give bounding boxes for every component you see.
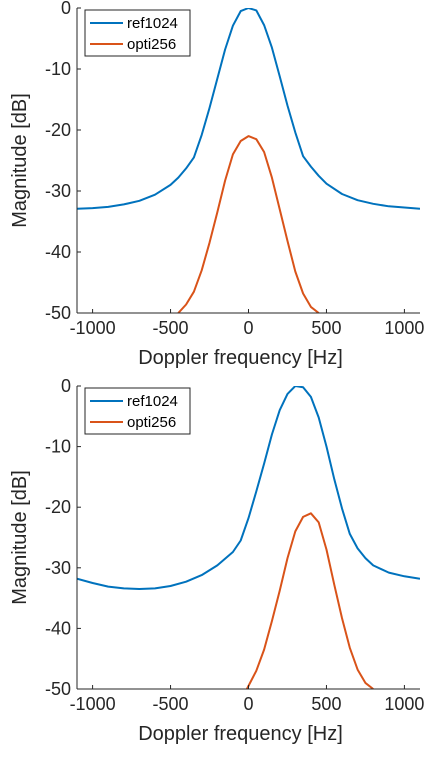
plot-area — [77, 8, 420, 313]
series-line-ref1024 — [77, 8, 420, 210]
x-axis-label: Doppler frequency [Hz] — [138, 347, 343, 369]
x-tick-label: 0 — [243, 694, 253, 714]
series-line-ref1024 — [77, 386, 420, 590]
y-tick-label: -50 — [45, 303, 71, 323]
y-tick-label: -30 — [45, 181, 71, 201]
y-axis-label: Magnitude [dB] — [9, 93, 31, 228]
y-tick-label: -20 — [45, 120, 71, 140]
series-line-opti256 — [246, 512, 374, 689]
x-tick-label: 500 — [311, 318, 341, 338]
y-tick-label: -10 — [45, 437, 71, 457]
top-plot-panel: -1000 -500 0 500 1000 -50 -40 -30 -20 -10 0 Doppler… — [9, 0, 424, 369]
bottom-plot-panel: -1000 -500 0 500 1000 -50 -40 -30 -20 -10 0 Doppler… — [9, 376, 424, 745]
legend-entry: opti256 — [127, 414, 176, 431]
legend-entry: ref1024 — [127, 15, 178, 32]
legend-entry: ref1024 — [127, 393, 178, 410]
y-tick-label: -40 — [45, 242, 71, 262]
x-tick-label: 1000 — [384, 318, 424, 338]
x-tick-label: -1000 — [70, 694, 116, 714]
y-tick-label: 0 — [61, 0, 71, 18]
x-tick-label: -500 — [153, 694, 189, 714]
x-tick-label: 0 — [243, 318, 253, 338]
y-tick-label: -10 — [45, 59, 71, 79]
x-axis-label: Doppler frequency [Hz] — [138, 723, 343, 745]
x-tick-label: 1000 — [384, 694, 424, 714]
y-axis-label: Magnitude [dB] — [9, 470, 31, 605]
series-line-opti256 — [177, 135, 320, 313]
legend-box — [84, 9, 191, 57]
x-tick-label: -1000 — [70, 318, 116, 338]
y-tick-label: -20 — [45, 497, 71, 517]
x-tick-label: -500 — [153, 318, 189, 338]
legend-entry: opti256 — [127, 36, 176, 53]
y-tick-label: 0 — [61, 376, 71, 396]
legend-box — [84, 387, 191, 435]
x-tick-label: 500 — [311, 694, 341, 714]
y-tick-label: -50 — [45, 679, 71, 699]
y-tick-label: -30 — [45, 558, 71, 578]
y-tick-label: -40 — [45, 618, 71, 638]
plot-area — [77, 386, 420, 689]
